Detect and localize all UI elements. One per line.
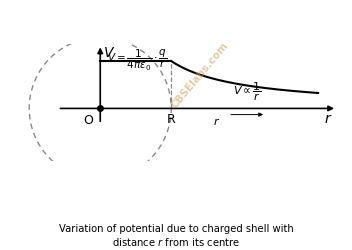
Text: V: V: [104, 46, 114, 60]
Text: R: R: [167, 113, 176, 126]
Text: $V = \dfrac{1}{4\pi\varepsilon_0} \cdot \dfrac{q}{r}$: $V = \dfrac{1}{4\pi\varepsilon_0} \cdot …: [107, 48, 168, 73]
Text: Variation of potential due to charged shell with
distance $r$ from its centre: Variation of potential due to charged sh…: [59, 224, 293, 248]
Text: r: r: [324, 112, 330, 126]
Text: CBSElabs.com: CBSElabs.com: [169, 40, 230, 110]
Text: O: O: [83, 114, 93, 127]
Text: $V \propto \dfrac{1}{r}$: $V \propto \dfrac{1}{r}$: [233, 81, 262, 104]
Text: r: r: [214, 117, 219, 127]
